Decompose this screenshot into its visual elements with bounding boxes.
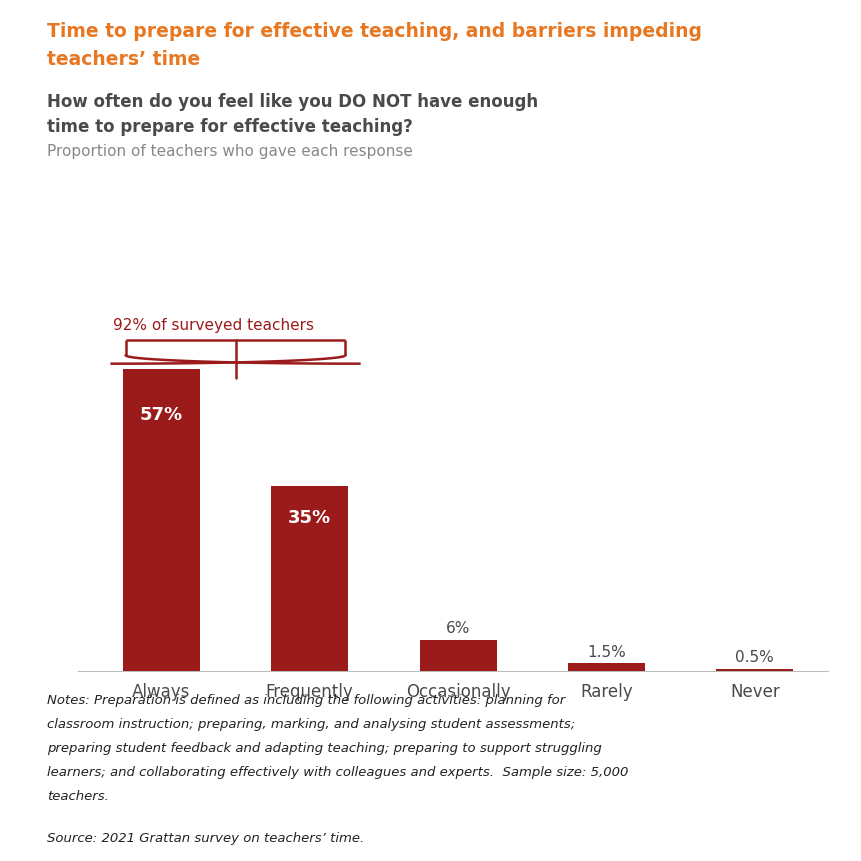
Text: Notes: Preparation is defined as including the following activities: planning fo: Notes: Preparation is defined as includi…: [47, 693, 565, 706]
Bar: [715, 669, 792, 672]
Text: classroom instruction; preparing, marking, and analysing student assessments;: classroom instruction; preparing, markin…: [47, 717, 575, 730]
Text: 57%: 57%: [139, 406, 183, 424]
Text: preparing student feedback and adapting teaching; preparing to support strugglin: preparing student feedback and adapting …: [47, 741, 602, 754]
Bar: [122, 369, 200, 672]
Text: 0.5%: 0.5%: [734, 650, 773, 665]
Bar: [419, 640, 496, 672]
Text: Source: 2021 Grattan survey on teachers’ time.: Source: 2021 Grattan survey on teachers’…: [47, 831, 364, 844]
Text: teachers.: teachers.: [47, 790, 109, 802]
Text: Time to prepare for effective teaching, and barriers impeding: Time to prepare for effective teaching, …: [47, 22, 702, 40]
Text: 6%: 6%: [445, 621, 470, 635]
Text: teachers’ time: teachers’ time: [47, 50, 201, 69]
Bar: [567, 664, 644, 672]
Text: Proportion of teachers who gave each response: Proportion of teachers who gave each res…: [47, 144, 412, 158]
Text: 35%: 35%: [288, 508, 331, 526]
Text: learners; and collaborating effectively with colleagues and experts.  Sample siz: learners; and collaborating effectively …: [47, 765, 628, 778]
Text: time to prepare for effective teaching?: time to prepare for effective teaching?: [47, 118, 412, 136]
Text: 92% of surveyed teachers: 92% of surveyed teachers: [113, 318, 313, 332]
Text: How often do you feel like you DO NOT have enough: How often do you feel like you DO NOT ha…: [47, 93, 538, 111]
Text: 1.5%: 1.5%: [586, 644, 625, 660]
Bar: [271, 486, 348, 672]
